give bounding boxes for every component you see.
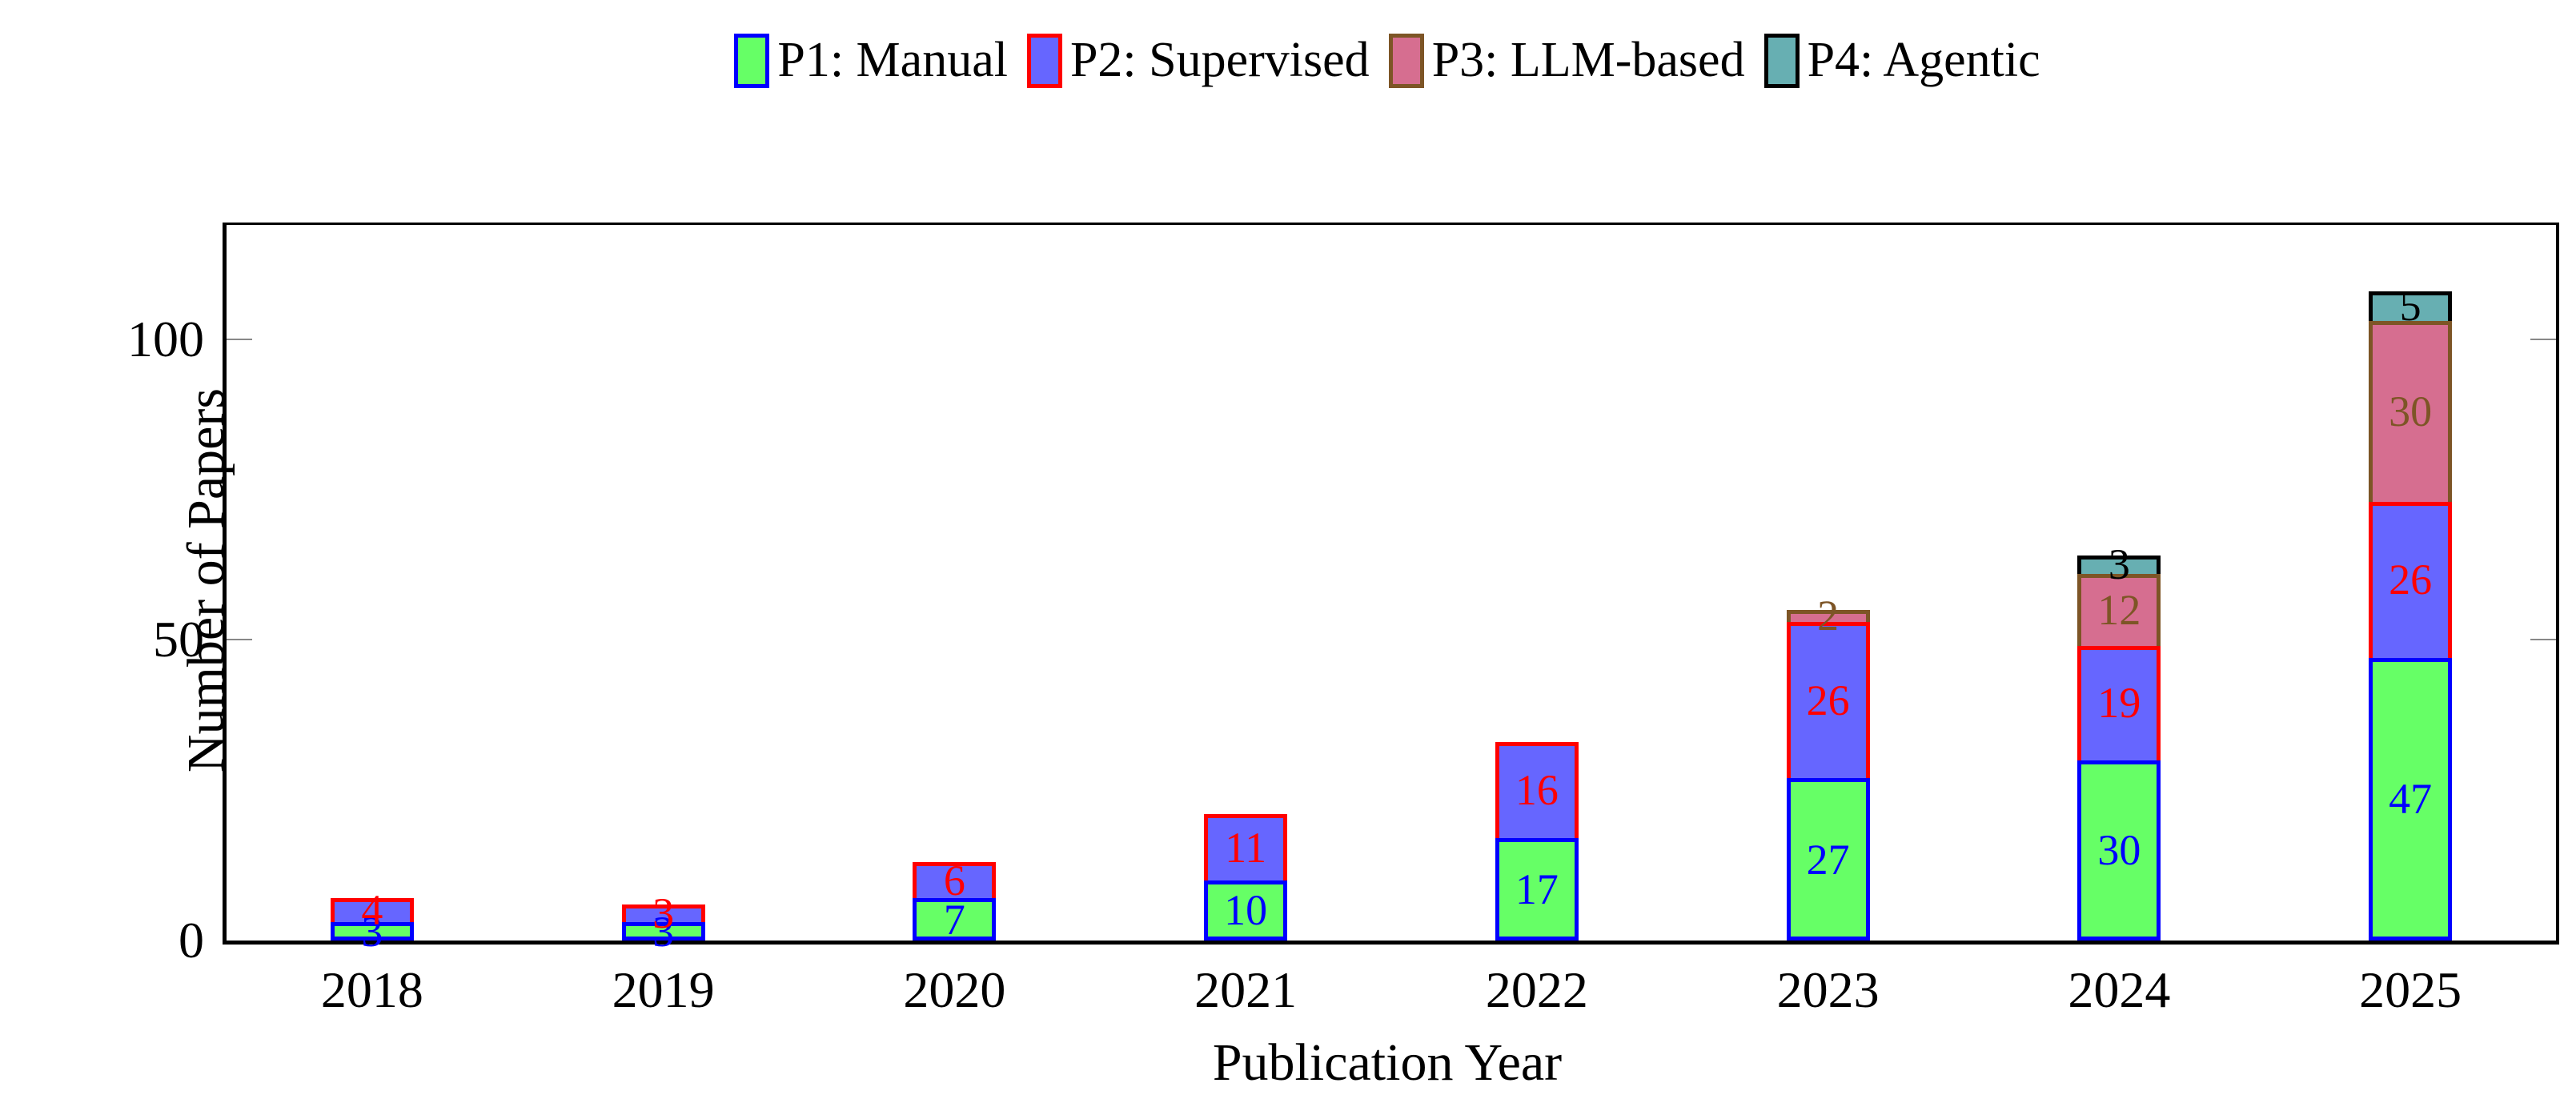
legend-swatch-icon bbox=[1388, 33, 1424, 88]
bar-segment bbox=[1786, 778, 1870, 941]
x-tick-label: 2020 bbox=[903, 961, 1006, 1018]
bar-2021: 1011 bbox=[1204, 225, 1288, 941]
x-axis-title: Publication Year bbox=[1212, 1033, 1563, 1092]
bar-segment bbox=[1204, 880, 1288, 941]
bar-segment bbox=[1495, 838, 1579, 941]
bar-segment bbox=[621, 922, 705, 941]
legend-swatch-icon bbox=[1026, 33, 1062, 88]
legend-label: P4: Agentic bbox=[1807, 33, 2040, 87]
y-tick-mark bbox=[227, 338, 252, 340]
bar-segment bbox=[1495, 742, 1579, 843]
x-tick-label: 2023 bbox=[1776, 961, 1880, 1018]
bar-2020: 76 bbox=[913, 225, 997, 941]
legend-item: P4: Agentic bbox=[1763, 32, 2040, 89]
plot-inner: 0501003420183320197620201011202117162022… bbox=[127, 225, 2556, 1018]
bar-segment bbox=[1204, 814, 1288, 884]
bar-segment bbox=[330, 922, 414, 941]
bar-2023: 27262 bbox=[1786, 225, 1870, 941]
legend-swatch-icon bbox=[1763, 33, 1800, 88]
legend-item: P2: Supervised bbox=[1026, 32, 1370, 89]
legend-item: P3: LLM-based bbox=[1388, 32, 1745, 89]
y-tick-mark bbox=[2530, 338, 2556, 340]
x-tick-label: 2022 bbox=[1485, 961, 1588, 1018]
x-tick-label: 2024 bbox=[2068, 961, 2171, 1018]
legend-label: P3: LLM-based bbox=[1431, 33, 1745, 87]
bar-segment bbox=[2077, 645, 2161, 764]
bar-2019: 33 bbox=[621, 225, 705, 953]
y-tick-mark bbox=[2530, 639, 2556, 641]
bar-segment bbox=[2369, 291, 2453, 326]
bar-2025: 4726305 bbox=[2369, 225, 2453, 941]
bar-segment bbox=[2369, 321, 2453, 506]
bar-segment bbox=[913, 898, 997, 941]
bar-2018: 34 bbox=[330, 225, 414, 953]
plot-area: 0501003420183320197620201011202117162022… bbox=[127, 223, 2559, 1018]
bar-segment bbox=[2077, 760, 2161, 941]
legend: P1: Manual P2: Supervised P3: LLM-based P4:… bbox=[223, 32, 2552, 89]
bar-2022: 1716 bbox=[1495, 225, 1579, 941]
legend-item: P1: Manual bbox=[734, 32, 1008, 89]
y-tick-mark bbox=[227, 639, 252, 641]
x-tick-label: 2018 bbox=[320, 961, 423, 1018]
x-tick-label: 2021 bbox=[1194, 961, 1298, 1018]
legend-label: P1: Manual bbox=[777, 33, 1008, 87]
bar-segment bbox=[2369, 657, 2453, 941]
bar-2024: 3019123 bbox=[2077, 225, 2161, 941]
legend-label: P2: Supervised bbox=[1069, 33, 1370, 87]
legend-swatch-icon bbox=[734, 33, 770, 88]
x-tick-label: 2025 bbox=[2359, 961, 2462, 1018]
x-tick-label: 2019 bbox=[612, 961, 715, 1018]
